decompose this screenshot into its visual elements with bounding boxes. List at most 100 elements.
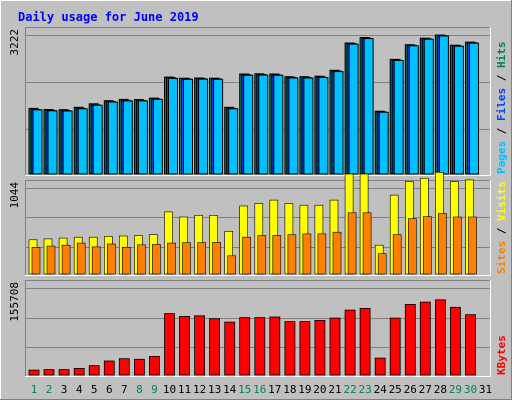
- bar-kbytes-day-23: [359, 307, 371, 376]
- bar-pages-day-21: [333, 71, 344, 175]
- bar-kbytes-day-5: [88, 365, 100, 376]
- x-tick-label-day-25: 25: [389, 383, 402, 396]
- bar-pages-day-23: [363, 38, 374, 175]
- bar-sites-day-22: [347, 212, 357, 275]
- bar-sites-day-12: [197, 242, 206, 275]
- x-tick-label-day-29: 29: [449, 383, 462, 396]
- bar-sites-day-7: [122, 247, 131, 275]
- bar-kbytes-day-10: [164, 313, 175, 376]
- legend-separator: /: [495, 121, 508, 141]
- bar-sites-day-28: [438, 213, 447, 275]
- bar-sites-day-23: [362, 212, 372, 275]
- panel-kbytes-ymax-label: 155708: [8, 282, 21, 322]
- legend-sites: Sites: [495, 241, 508, 274]
- panel-kbytes-legend: KBytes: [495, 335, 508, 375]
- x-tick-label-day-4: 4: [76, 383, 83, 396]
- bar-sites-day-29: [453, 216, 462, 275]
- bar-pages-day-10: [168, 77, 178, 175]
- bar-sites-day-16: [257, 235, 267, 275]
- bar-pages-day-12: [198, 78, 209, 175]
- bar-kbytes-day-8: [133, 358, 145, 376]
- legend-separator: /: [495, 68, 508, 88]
- legend-visits: Visits: [495, 181, 508, 221]
- x-tick-label-day-22: 22: [343, 383, 356, 396]
- x-tick-label-day-24: 24: [374, 383, 388, 396]
- bar-pages-day-30: [469, 42, 479, 175]
- bar-kbytes-day-27: [419, 301, 431, 376]
- bar-pages-day-26: [408, 45, 419, 175]
- x-tick-label-day-2: 2: [46, 383, 53, 396]
- bar-kbytes-day-11: [179, 315, 190, 376]
- bar-kbytes-day-20: [314, 319, 326, 376]
- bar-pages-day-4: [77, 108, 88, 175]
- bar-kbytes-day-9: [148, 355, 160, 376]
- bar-sites-day-20: [317, 233, 327, 275]
- x-tick-label-day-15: 15: [238, 383, 251, 396]
- bar-pages-day-22: [348, 43, 359, 175]
- x-tick-label-day-19: 19: [298, 383, 311, 396]
- bar-pages-day-16: [258, 74, 269, 175]
- bar-kbytes-day-3: [58, 369, 70, 376]
- bar-pages-day-7: [122, 100, 133, 175]
- bar-sites-day-18: [287, 234, 297, 275]
- bar-pages-day-11: [183, 78, 193, 175]
- bar-sites-day-21: [332, 231, 342, 275]
- bar-kbytes-day-7: [118, 358, 130, 376]
- bar-pages-day-18: [288, 77, 299, 175]
- bar-pages-day-19: [303, 77, 314, 175]
- bar-sites-day-4: [76, 242, 86, 275]
- x-tick-label-day-20: 20: [313, 383, 326, 396]
- bar-sites-day-6: [107, 243, 116, 275]
- bar-kbytes-day-29: [449, 306, 461, 376]
- x-tick-label-day-5: 5: [91, 383, 98, 396]
- bar-sites-day-1: [31, 247, 41, 275]
- chart-title: Daily usage for June 2019: [18, 10, 199, 24]
- bar-kbytes-day-12: [194, 315, 206, 376]
- panel-visits-sites-legend: Sites / Visits: [495, 181, 508, 274]
- x-tick-label-day-17: 17: [268, 383, 281, 396]
- bar-sites-day-17: [272, 235, 282, 275]
- bar-kbytes-day-2: [43, 369, 55, 376]
- bar-pages-day-3: [62, 110, 73, 175]
- bar-kbytes-day-16: [254, 317, 266, 376]
- bar-sites-day-10: [167, 242, 176, 275]
- bar-sites-day-9: [152, 244, 161, 275]
- x-tick-label-day-11: 11: [178, 383, 191, 396]
- legend-kbytes: KBytes: [495, 335, 508, 375]
- bar-kbytes-day-19: [299, 321, 311, 376]
- bar-kbytes-day-24: [374, 357, 386, 376]
- x-tick-label-day-18: 18: [283, 383, 296, 396]
- legend-hits: Hits: [495, 42, 508, 69]
- bar-pages-day-17: [273, 74, 284, 175]
- x-tick-label-day-31: 31: [479, 383, 492, 396]
- bar-pages-day-14: [228, 108, 239, 175]
- x-tick-label-day-6: 6: [106, 383, 113, 396]
- x-tick-label-day-9: 9: [151, 383, 158, 396]
- x-tick-label-day-21: 21: [328, 383, 341, 396]
- bar-kbytes-day-13: [209, 318, 221, 376]
- x-tick-label-day-7: 7: [121, 383, 128, 396]
- bar-sites-day-14: [227, 255, 236, 275]
- x-tick-label-day-12: 12: [193, 383, 206, 396]
- x-tick-label-day-16: 16: [253, 383, 266, 396]
- bar-sites-day-27: [422, 216, 432, 275]
- x-tick-label-day-13: 13: [208, 383, 221, 396]
- bar-sites-day-26: [407, 218, 417, 275]
- bar-kbytes-day-22: [344, 309, 356, 376]
- bar-pages-day-28: [438, 35, 449, 175]
- x-tick-label-day-26: 26: [404, 383, 417, 396]
- bar-pages-day-20: [318, 77, 329, 175]
- bar-sites-day-13: [212, 242, 221, 275]
- bar-kbytes-day-21: [329, 317, 341, 376]
- x-tick-label-day-14: 14: [223, 383, 237, 396]
- x-tick-label-day-8: 8: [136, 383, 143, 396]
- bar-sites-day-3: [61, 244, 71, 275]
- x-tick-label-day-10: 10: [163, 383, 176, 396]
- x-tick-label-day-1: 1: [31, 383, 38, 396]
- bar-pages-day-9: [152, 98, 163, 175]
- bar-kbytes-day-1: [28, 369, 40, 376]
- bar-pages-day-27: [423, 38, 434, 175]
- bar-pages-day-8: [137, 100, 148, 175]
- bar-pages-day-2: [47, 110, 58, 175]
- bar-sites-day-25: [392, 234, 402, 275]
